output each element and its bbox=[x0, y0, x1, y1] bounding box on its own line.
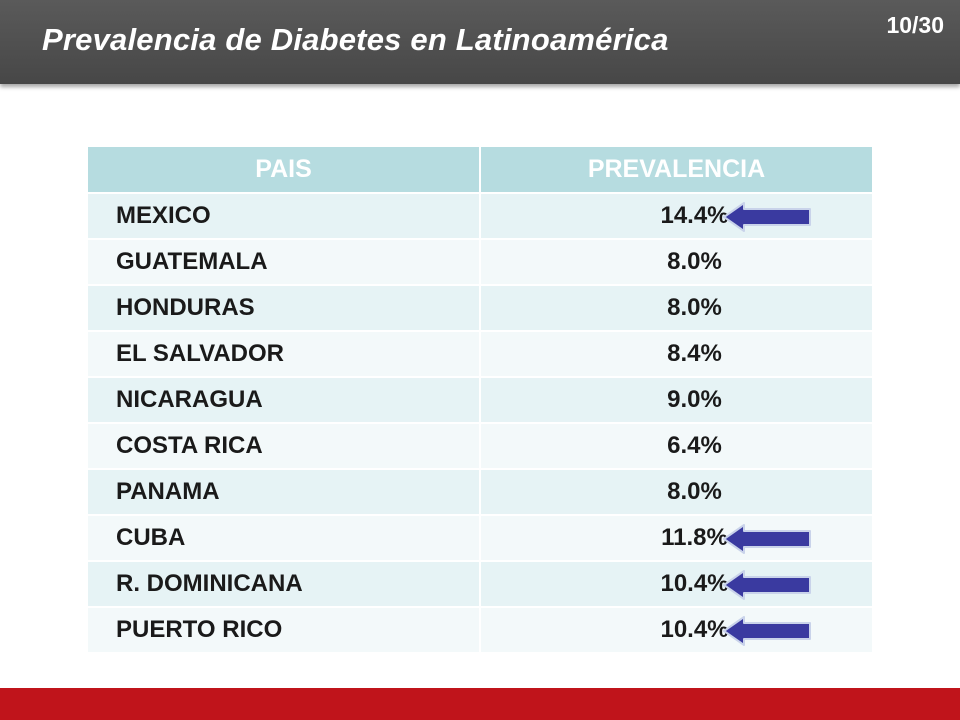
table-row: EL SALVADOR 8.4% bbox=[88, 330, 872, 377]
title-bar: Prevalencia de Diabetes en Latinoamérica… bbox=[0, 0, 960, 84]
footer-bar bbox=[0, 688, 960, 720]
country-cell: COSTA RICA bbox=[88, 422, 481, 469]
prevalence-value: 8.0% bbox=[667, 478, 722, 505]
prevalence-value: 10.4% bbox=[660, 570, 729, 597]
left-arrow-icon bbox=[723, 202, 811, 232]
prevalence-cell: 9.0% bbox=[480, 376, 872, 423]
table-body: MEXICO 14.4% GUATEMALA 8.0% HONDURAS 8.0% EL S… bbox=[88, 192, 872, 652]
country-cell: NICARAGUA bbox=[88, 376, 481, 423]
column-header-prevalence: PREVALENCIA bbox=[480, 147, 872, 193]
slide-title: Prevalencia de Diabetes en Latinoamérica bbox=[42, 22, 669, 57]
prevalence-value: 10.4% bbox=[660, 616, 729, 643]
table-header-row: PAIS PREVALENCIA bbox=[88, 147, 872, 193]
column-header-country: PAIS bbox=[88, 147, 481, 193]
prevalence-cell: 8.0% bbox=[480, 468, 872, 515]
country-cell: GUATEMALA bbox=[88, 238, 481, 285]
table-row: PUERTO RICO 10.4% bbox=[88, 606, 872, 652]
prevalence-value: 14.4% bbox=[660, 202, 729, 229]
prevalence-value: 6.4% bbox=[667, 432, 722, 459]
prevalence-cell: 8.0% bbox=[480, 238, 872, 285]
prevalence-value: 9.0% bbox=[667, 386, 722, 413]
left-arrow-icon bbox=[723, 616, 811, 646]
table-row: GUATEMALA 8.0% bbox=[88, 238, 872, 285]
table-row: HONDURAS 8.0% bbox=[88, 284, 872, 331]
country-cell: HONDURAS bbox=[88, 284, 481, 331]
table-row: MEXICO 14.4% bbox=[88, 192, 872, 239]
prevalence-cell: 11.8% bbox=[480, 514, 872, 561]
prevalence-table: PAIS PREVALENCIA MEXICO 14.4% GUATEMALA 8.0… bbox=[88, 147, 872, 652]
country-cell: EL SALVADOR bbox=[88, 330, 481, 377]
prevalence-value: 8.0% bbox=[667, 248, 722, 275]
left-arrow-icon bbox=[723, 524, 811, 554]
prevalence-value: 8.0% bbox=[667, 294, 722, 321]
left-arrow-icon bbox=[723, 570, 811, 600]
prevalence-cell: 10.4% bbox=[480, 560, 872, 607]
country-cell: PUERTO RICO bbox=[88, 606, 481, 652]
table-row: NICARAGUA 9.0% bbox=[88, 376, 872, 423]
country-cell: MEXICO bbox=[88, 192, 481, 239]
country-cell: PANAMA bbox=[88, 468, 481, 515]
table-row: CUBA 11.8% bbox=[88, 514, 872, 561]
prevalence-value: 11.8% bbox=[661, 524, 728, 551]
prevalence-cell: 14.4% bbox=[480, 192, 872, 239]
country-cell: R. DOMINICANA bbox=[88, 560, 481, 607]
slide-number: 10/30 bbox=[886, 12, 944, 38]
prevalence-value: 8.4% bbox=[667, 340, 722, 367]
prevalence-cell: 6.4% bbox=[480, 422, 872, 469]
table-row: R. DOMINICANA 10.4% bbox=[88, 560, 872, 607]
prevalence-cell: 10.4% bbox=[480, 606, 872, 652]
table-row: COSTA RICA 6.4% bbox=[88, 422, 872, 469]
table-row: PANAMA 8.0% bbox=[88, 468, 872, 515]
prevalence-cell: 8.0% bbox=[480, 284, 872, 331]
prevalence-cell: 8.4% bbox=[480, 330, 872, 377]
country-cell: CUBA bbox=[88, 514, 481, 561]
